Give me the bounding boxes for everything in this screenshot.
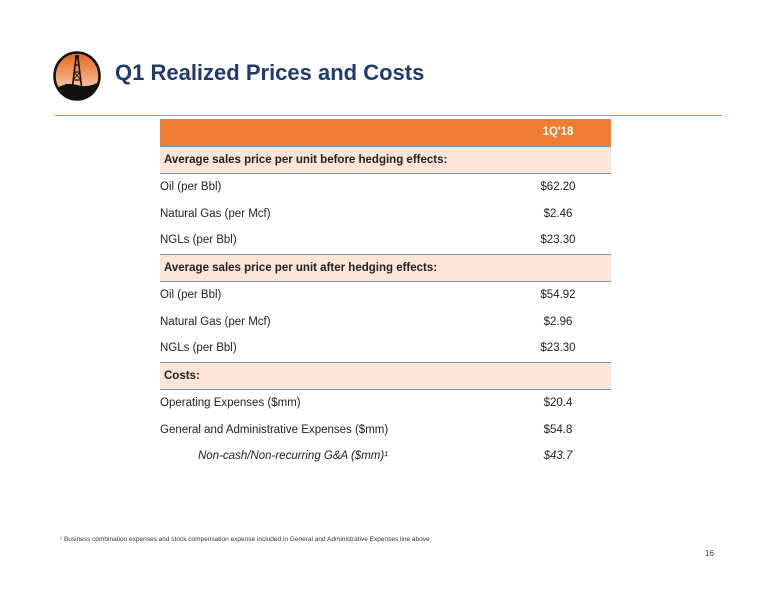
prices-costs-table: 1Q'18 Average sales price per unit befor… — [160, 119, 611, 470]
row-label: Oil (per Bbl) — [160, 181, 222, 194]
row-value: $2.96 — [543, 315, 573, 328]
row-value: $43.7 — [543, 450, 573, 463]
row-label: Operating Expenses ($mm) — [160, 397, 301, 410]
section-label: Costs: — [160, 361, 611, 390]
row-label: Non-cash/Non-recurring G&A ($mm)¹ — [198, 450, 389, 463]
oil-derrick-icon — [52, 50, 102, 102]
row-value: $23.30 — [540, 342, 576, 355]
table-header-row: 1Q'18 — [160, 119, 611, 146]
row-value: $54.8 — [543, 423, 573, 436]
row-value: $20.4 — [543, 397, 573, 410]
row-label: NGLs (per Bbl) — [160, 234, 237, 247]
section-row-after-hedging: Average sales price per unit after hedgi… — [160, 253, 611, 282]
section-row-costs: Costs: — [160, 361, 611, 390]
row-value: $54.92 — [540, 289, 576, 302]
section-row-before-hedging: Average sales price per unit before hedg… — [160, 145, 611, 174]
section-label: Average sales price per unit after hedgi… — [160, 253, 611, 282]
table-row: General and Administrative Expenses ($mm… — [160, 417, 611, 444]
footnote: ¹ Business combination expenses and stoc… — [60, 536, 430, 543]
table-row: Oil (per Bbl) $54.92 — [160, 282, 611, 309]
header-spacer-cell — [160, 119, 505, 146]
row-label: Oil (per Bbl) — [160, 289, 222, 302]
page-title: Q1 Realized Prices and Costs — [115, 60, 425, 85]
section-label: Average sales price per unit before hedg… — [160, 145, 611, 174]
row-value: $2.46 — [543, 207, 573, 220]
table-row: NGLs (per Bbl) $23.30 — [160, 335, 611, 362]
column-header-1q18: 1Q'18 — [505, 119, 611, 146]
table-row: Natural Gas (per Mcf) $2.46 — [160, 201, 611, 228]
table-row: Natural Gas (per Mcf) $2.96 — [160, 309, 611, 336]
row-value: $62.20 — [540, 181, 576, 194]
title-divider — [55, 115, 722, 116]
row-label: Natural Gas (per Mcf) — [160, 315, 271, 328]
row-label: NGLs (per Bbl) — [160, 342, 237, 355]
table-row: Operating Expenses ($mm) $20.4 — [160, 390, 611, 417]
row-value: $23.30 — [540, 234, 576, 247]
table-row-subitem: Non-cash/Non-recurring G&A ($mm)¹ $43.7 — [160, 443, 611, 470]
row-label: Natural Gas (per Mcf) — [160, 207, 271, 220]
table-row: Oil (per Bbl) $62.20 — [160, 174, 611, 201]
row-label: General and Administrative Expenses ($mm… — [160, 423, 389, 436]
table-row: NGLs (per Bbl) $23.30 — [160, 227, 611, 254]
page-number: 16 — [705, 549, 714, 558]
